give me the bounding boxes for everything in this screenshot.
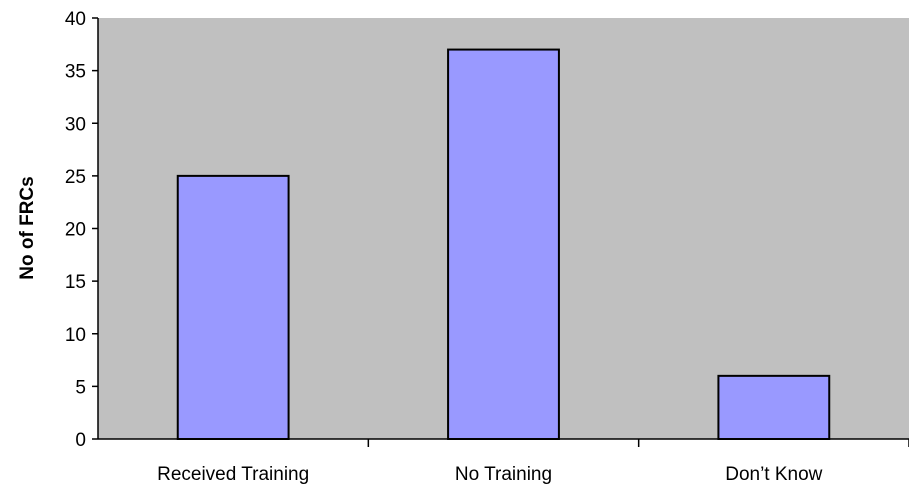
y-tick-label: 5: [75, 377, 86, 398]
y-tick-label: 15: [65, 272, 86, 293]
y-ticks-group: 0 5 10 15 20 25 30 35 40: [65, 9, 98, 451]
bar-0: [176, 174, 290, 440]
x-category-label: Don’t Know: [725, 464, 822, 485]
y-tick-label: 10: [65, 325, 86, 346]
bar-2: [717, 374, 831, 441]
y-tick-label: 40: [65, 9, 86, 30]
bars-group: [176, 48, 831, 441]
y-tick-label: 20: [65, 220, 86, 241]
x-category-label: Received Training: [157, 464, 309, 485]
y-tick-label: 25: [65, 167, 86, 188]
y-axis-title: No of FRCs: [17, 176, 38, 279]
y-tick-label: 30: [65, 114, 86, 135]
y-tick-label: 35: [65, 62, 86, 83]
bar-1: [447, 48, 560, 440]
x-category-label: No Training: [455, 464, 552, 485]
x-ticks-group: Received Training No Training Don’t Know: [157, 439, 909, 485]
y-tick-label: 0: [75, 430, 86, 451]
